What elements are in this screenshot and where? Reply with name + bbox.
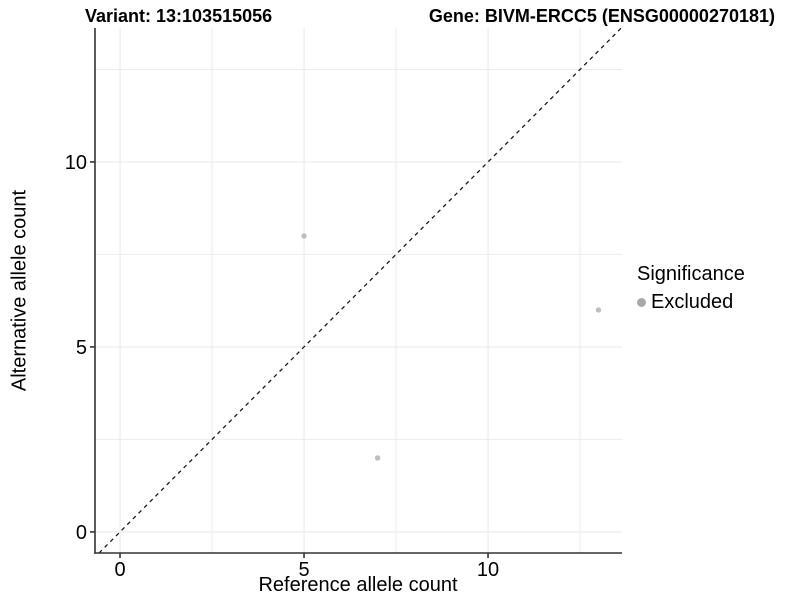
x-axis-title: Reference allele count [258,574,458,596]
identity-dashed-line [98,27,622,554]
x-tick-label: 5 [298,559,309,581]
legend-title: Significance [637,263,745,285]
y-tick-label: 5 [76,337,87,359]
plot-title-variant: Variant: 13:103515056 [85,6,273,26]
data-point [595,307,602,313]
legend-item-excluded: Excluded [637,290,745,314]
data-point [374,455,381,461]
data-point [301,233,307,239]
y-tick-label: 0 [76,522,87,544]
y-axis-title: Alternative allele count [8,189,31,392]
x-tick-label: 10 [477,559,499,581]
legend-item-label: Excluded [651,291,734,313]
x-tick-label: 0 [114,559,125,581]
excluded-point-icon [637,297,646,307]
legend: Significance Excluded [637,262,745,314]
plot-title-gene: Gene: BIVM-ERCC5 (ENSG00000270181) [428,6,775,26]
y-tick-label: 10 [65,152,87,174]
